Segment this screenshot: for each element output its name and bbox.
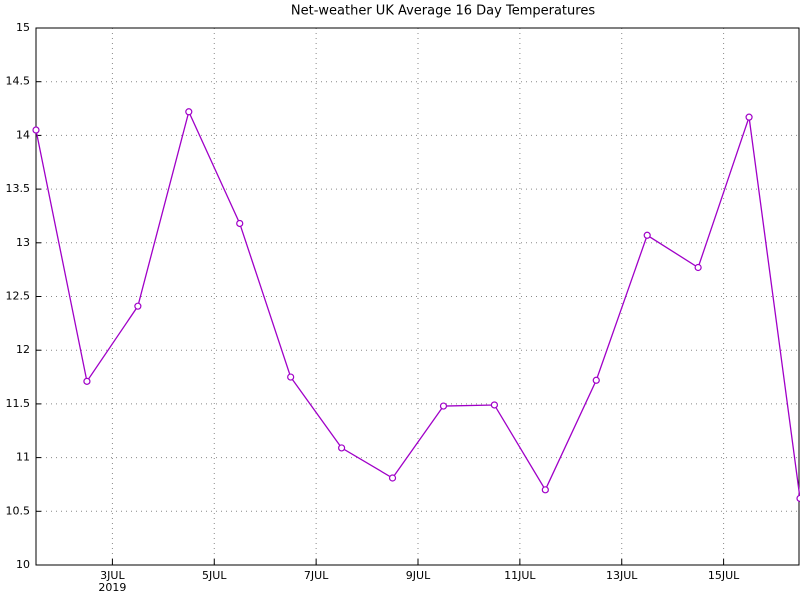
point <box>134 302 142 310</box>
point <box>490 401 498 409</box>
y-tick-label: 14 <box>16 128 30 141</box>
chart-title: Net-weather UK Average 16 Day Temperatur… <box>291 4 595 19</box>
y-tick-label: 13 <box>16 236 30 249</box>
point <box>236 219 244 228</box>
x-tick-label: 13JUL <box>606 569 638 582</box>
point <box>185 108 193 116</box>
y-tick-label: 12 <box>16 343 30 356</box>
x-tick-label: 3JUL <box>100 569 125 582</box>
point <box>541 486 549 494</box>
x-tick-label: 9JUL <box>406 569 431 582</box>
point <box>745 113 753 121</box>
point <box>338 444 346 452</box>
y-tick-label: 11 <box>16 451 30 464</box>
y-tick-label: 10 <box>16 558 30 571</box>
y-tick-label: 14.5 <box>6 75 31 88</box>
x-tick-label: 11JUL <box>504 569 536 582</box>
y-tick-label: 13.5 <box>6 182 31 195</box>
y-tick-label: 10.5 <box>6 504 31 517</box>
plot-frame <box>35 27 800 566</box>
point <box>83 377 91 385</box>
series-line <box>35 109 800 499</box>
x-tick-label: 15JUL <box>708 569 740 582</box>
point <box>694 263 702 272</box>
point <box>439 402 448 410</box>
point <box>32 126 40 134</box>
point <box>388 474 397 482</box>
x-tick-label: 7JUL <box>304 569 329 582</box>
point <box>287 373 295 381</box>
x-tick-label: 5JUL <box>202 569 227 582</box>
point <box>592 376 600 384</box>
point <box>643 231 651 239</box>
x-sublabel: 2019 <box>98 581 126 594</box>
y-tick-label: 11.5 <box>6 397 31 410</box>
point <box>796 494 800 503</box>
y-tick-label: 15 <box>16 21 30 34</box>
y-tick-label: 12.5 <box>6 290 31 303</box>
